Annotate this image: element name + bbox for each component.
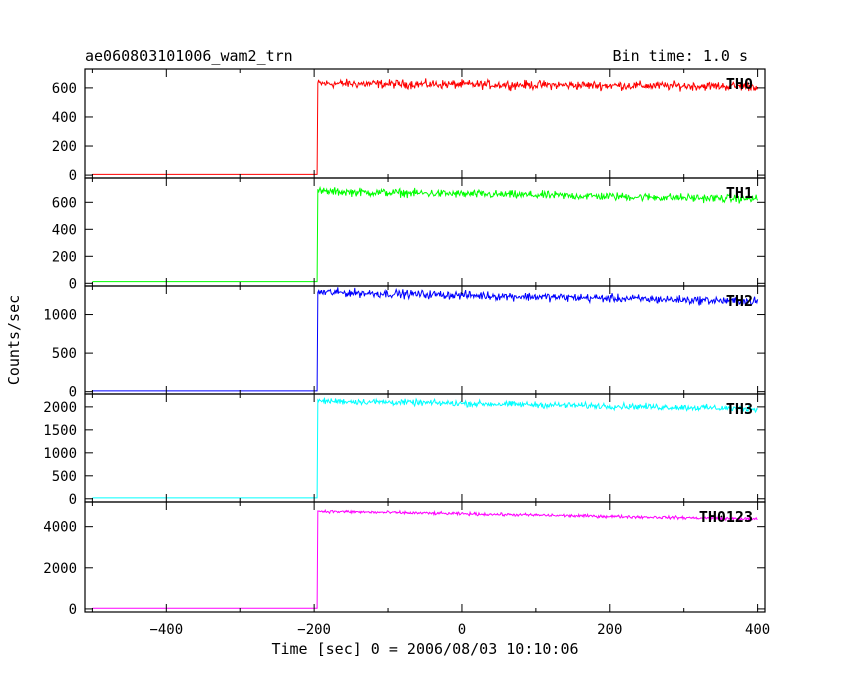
y-tick-label: 400 xyxy=(52,110,77,126)
series-line-th2 xyxy=(92,287,759,392)
panel-frame xyxy=(84,285,766,395)
y-tick-label: 2000 xyxy=(43,400,77,416)
panel-label-th3: TH3 xyxy=(726,400,753,418)
series-line-th1 xyxy=(92,185,759,283)
bin-time-label: Bin time: 1.0 s xyxy=(613,47,748,65)
y-tick-label: 1500 xyxy=(43,423,77,439)
panel-th2: 0 500 1000 TH2 xyxy=(43,285,766,401)
y-tick-label: 400 xyxy=(52,222,77,238)
y-tick-label: 500 xyxy=(52,346,77,362)
x-tick-label: −200 xyxy=(297,622,331,638)
series-line-th3 xyxy=(92,397,758,499)
chart-title: ae060803101006_wam2_trn xyxy=(85,47,293,65)
panel-label-th0123: TH0123 xyxy=(699,508,753,526)
series-line-th0123 xyxy=(92,508,758,609)
panel-label-th0: TH0 xyxy=(726,75,753,93)
y-tick-label: 0 xyxy=(69,492,77,508)
y-tick-label: 1000 xyxy=(43,446,77,462)
panel-th0: 0 200 400 600 TH0 xyxy=(52,68,766,184)
series-line-th0 xyxy=(92,77,759,175)
x-axis-label: Time [sec] 0 = 2006/08/03 10:10:06 xyxy=(271,640,578,658)
panel-frame xyxy=(84,177,766,287)
y-axis-label: Counts/sec xyxy=(5,295,23,385)
x-tick-label: 0 xyxy=(458,622,466,638)
y-tick-label: 200 xyxy=(52,249,77,265)
x-tick-label: −400 xyxy=(149,622,183,638)
y-tick-label: 500 xyxy=(52,469,77,485)
y-tick-label: 600 xyxy=(52,195,77,211)
x-tick-label: 200 xyxy=(597,622,622,638)
y-tick-label: 200 xyxy=(52,139,77,155)
panels-group: 0 200 400 600 TH0 0 200 400 600 TH1 0 500 1000 TH2 0 50… xyxy=(43,68,766,618)
panel-th3: 0 500 1000 1500 2000 TH3 xyxy=(43,393,766,508)
y-tick-label: 4000 xyxy=(43,520,77,536)
panel-th0123: 0 2000 4000 TH0123 xyxy=(43,501,766,618)
y-tick-label: 0 xyxy=(69,168,77,184)
y-tick-label: 0 xyxy=(69,385,77,401)
y-tick-label: 0 xyxy=(69,276,77,292)
y-tick-label: 2000 xyxy=(43,561,77,577)
panel-label-th1: TH1 xyxy=(726,184,753,202)
y-tick-label: 600 xyxy=(52,81,77,97)
panel-label-th2: TH2 xyxy=(726,292,753,310)
panel-th1: 0 200 400 600 TH1 xyxy=(52,177,766,292)
y-tick-label: 1000 xyxy=(43,308,77,324)
panel-frame xyxy=(84,501,766,613)
x-tick-label: 400 xyxy=(745,622,770,638)
y-tick-label: 0 xyxy=(69,602,77,618)
x-axis: −400 −200 0 200 400 xyxy=(149,622,770,638)
